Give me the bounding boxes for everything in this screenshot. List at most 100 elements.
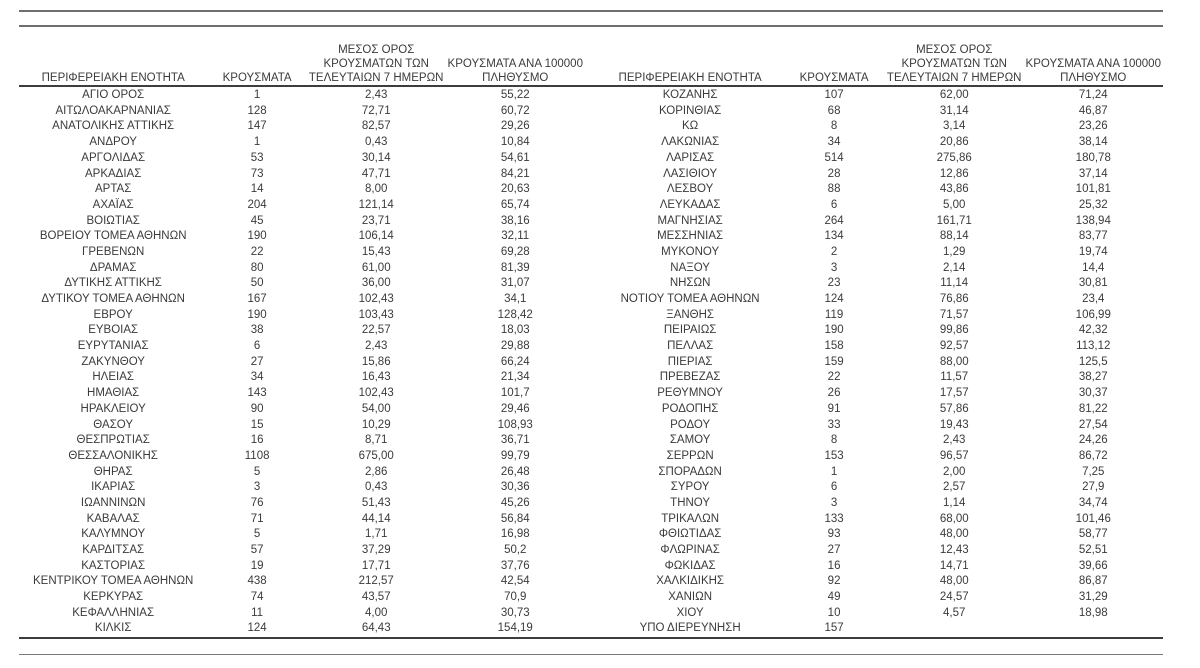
table-cell: 16,98 — [500, 528, 530, 541]
table-row: ΗΜΑΘΙΑΣ 143 102,43 101,7 — [19, 386, 585, 402]
table-cell: ΡΟΔΟΠΗΣ — [661, 402, 719, 415]
table-cell: 91 — [827, 402, 841, 415]
table-cell: 34,1 — [504, 293, 527, 306]
table-cell: 3 — [830, 496, 838, 509]
table-cell: ΙΚΑΡΙΑΣ — [91, 481, 136, 494]
table-cell: 1,14 — [943, 496, 966, 509]
top-rule-1 — [19, 10, 1163, 12]
table-cell: 55,22 — [500, 89, 530, 102]
table-cell: ΚΑΒΑΛΑΣ — [86, 512, 140, 525]
table-cell: 14 — [250, 183, 264, 196]
table-cell: 71,24 — [1078, 89, 1108, 102]
table-cell: 34 — [250, 371, 264, 384]
table-row: ΚΑΒΑΛΑΣ 71 44,14 56,84 — [19, 512, 585, 528]
table-cell: 49 — [827, 591, 841, 604]
table-cell: 18,98 — [1078, 606, 1108, 619]
table-cell: ΣΥΡΟΥ — [670, 481, 710, 494]
table-row: ΠΙΕΡΙΑΣ 159 88,00 125,5 — [597, 355, 1163, 371]
column-header-per100k-line1: ΚΡΟΥΣΜΑΤΑ ΑΝΑ 100000 — [447, 57, 583, 70]
table-cell: 190 — [824, 324, 844, 337]
table-cell: ΦΘΙΩΤΙΔΑΣ — [658, 528, 722, 541]
table-cell: 10 — [827, 606, 841, 619]
table-cell: ΗΛΕΙΑΣ — [92, 371, 134, 384]
column-header-per100k-line1: ΚΡΟΥΣΜΑΤΑ ΑΝΑ 100000 — [1025, 57, 1161, 70]
table-cell: 60,72 — [500, 104, 530, 117]
table-cell: ΙΩΑΝΝΙΝΩΝ — [80, 496, 146, 509]
table-cell: 161,71 — [936, 214, 972, 227]
table-cell: 45 — [250, 214, 264, 227]
table-cell: ΧΙΟΥ — [676, 606, 704, 619]
table-cell: 64,43 — [361, 622, 391, 635]
table-cell: ΑΧΑΪΑΣ — [92, 198, 134, 211]
table-row: ΚΑΣΤΟΡΙΑΣ 19 17,71 37,76 — [19, 559, 585, 575]
table-cell: 124 — [824, 293, 844, 306]
table-cell: 154,19 — [497, 622, 533, 635]
table-cell: 24,57 — [939, 591, 969, 604]
table-row: ΠΕΙΡΑΙΩΣ 190 99,86 42,32 — [597, 323, 1163, 339]
table-cell: 96,57 — [939, 449, 969, 462]
table-cell: 24,26 — [1078, 434, 1108, 447]
table-row: ΤΗΝΟΥ 3 1,14 34,74 — [597, 496, 1163, 512]
table-cell: 12,86 — [939, 167, 969, 180]
column-header-avg7-line2: ΚΡΟΥΣΜΑΤΩΝ ΤΩΝ — [323, 57, 429, 70]
table-cell: 113,12 — [1076, 340, 1111, 353]
table-cell: ΛΑΚΩΝΙΑΣ — [661, 136, 720, 149]
table-cell: 32,11 — [501, 230, 530, 243]
table-cell: 121,14 — [358, 198, 394, 211]
table-cell: 99,79 — [500, 449, 530, 462]
table-cell: 101,46 — [1075, 512, 1111, 525]
column-header-avg7-line2: ΚΡΟΥΣΜΑΤΩΝ ΤΩΝ — [901, 57, 1007, 70]
table-cell: ΕΥΡΥΤΑΝΙΑΣ — [77, 340, 149, 353]
table-cell: 43,86 — [939, 183, 969, 196]
table-cell: ΖΑΚΥΝΘΟΥ — [81, 355, 145, 368]
table-cell: 28 — [827, 167, 841, 180]
table-cell: 167 — [247, 293, 267, 306]
table-cell: ΣΕΡΡΩΝ — [666, 449, 714, 462]
table-cell: 11 — [251, 606, 264, 619]
table-cell: 1,29 — [943, 245, 966, 258]
table-cell: 16 — [827, 559, 841, 572]
table-cell: ΑΡΤΑΣ — [95, 183, 132, 196]
table-cell: 52,51 — [1078, 544, 1108, 557]
table-row: ΔΥΤΙΚΗΣ ΑΤΤΙΚΗΣ 50 36,00 31,07 — [19, 276, 585, 292]
table-cell: 30,73 — [500, 606, 530, 619]
table-row: ΚΑΛΥΜΝΟΥ 5 1,71 16,98 — [19, 527, 585, 543]
table-cell: 22 — [827, 371, 841, 384]
table-row: ΝΟΤΙΟΥ ΤΟΜΕΑ ΑΘΗΝΩΝ 124 76,86 23,4 — [597, 292, 1163, 308]
column-header-avg7: ΜΕΣΟΣ ΟΡΟΣ ΚΡΟΥΣΜΑΤΩΝ ΤΩΝ ΤΕΛΕΥΤΑΙΩΝ 7 Η… — [307, 30, 446, 88]
table-cell: 6 — [830, 198, 838, 211]
table-row: ΡΟΔΟΠΗΣ 91 57,86 81,22 — [597, 402, 1163, 418]
table-cell: ΚΩ — [681, 120, 699, 133]
table-row: ΔΡΑΜΑΣ 80 61,00 81,39 — [19, 261, 585, 277]
table-cell: ΡΕΘΥΜΝΟΥ — [657, 387, 723, 400]
table-cell: ΑΝΔΡΟΥ — [89, 136, 137, 149]
table-cell: 5,00 — [943, 198, 966, 211]
table-cell: ΝΗΣΩΝ — [669, 277, 711, 290]
table-cell: 10,29 — [361, 418, 391, 431]
table-cell: 106,99 — [1075, 308, 1111, 321]
table-cell: 204 — [247, 198, 267, 211]
table-header-right: ΠΕΡΙΦΕΡΕΙΑΚΗ ΕΝΟΤΗΤΑ ΚΡΟΥΣΜΑΤΑ ΜΕΣΟΣ ΟΡΟ… — [597, 30, 1163, 88]
table-cell: 36,00 — [361, 277, 391, 290]
table-cell: ΛΑΡΙΣΑΣ — [666, 151, 715, 164]
table-cell: ΣΑΜΟΥ — [669, 434, 711, 447]
table-cell: ΚΟΡΙΝΘΙΑΣ — [658, 104, 722, 117]
table-cell: 147 — [247, 120, 267, 133]
table-row: ΛΑΣΙΘΙΟΥ 28 12,86 37,14 — [597, 166, 1163, 182]
table-row: ΡΟΔΟΥ 33 19,43 27,54 — [597, 417, 1163, 433]
table-cell: ΕΒΡΟΥ — [93, 308, 133, 321]
table-cell: 86,72 — [1078, 449, 1108, 462]
table-cell: 1 — [830, 465, 838, 478]
table-row: ΠΕΛΛΑΣ 158 92,57 113,12 — [597, 339, 1163, 355]
table-row: ΒΟΙΩΤΙΑΣ 45 23,71 38,16 — [19, 214, 585, 230]
table-row: ΖΑΚΥΝΘΟΥ 27 15,86 66,24 — [19, 355, 585, 371]
table-cell: 7,25 — [1082, 465, 1105, 478]
table-cell: 1 — [253, 89, 261, 102]
table-cell: 16,43 — [361, 371, 391, 384]
table-cell: 2,43 — [943, 434, 966, 447]
table-cell: 92,57 — [939, 340, 969, 353]
table-cell: 70,9 — [504, 591, 527, 604]
table-cell: 42,32 — [1078, 324, 1108, 337]
table-row: ΜΕΣΣΗΝΙΑΣ 134 88,14 83,77 — [597, 229, 1163, 245]
table-row: ΛΕΥΚΑΔΑΣ 6 5,00 25,32 — [597, 198, 1163, 214]
